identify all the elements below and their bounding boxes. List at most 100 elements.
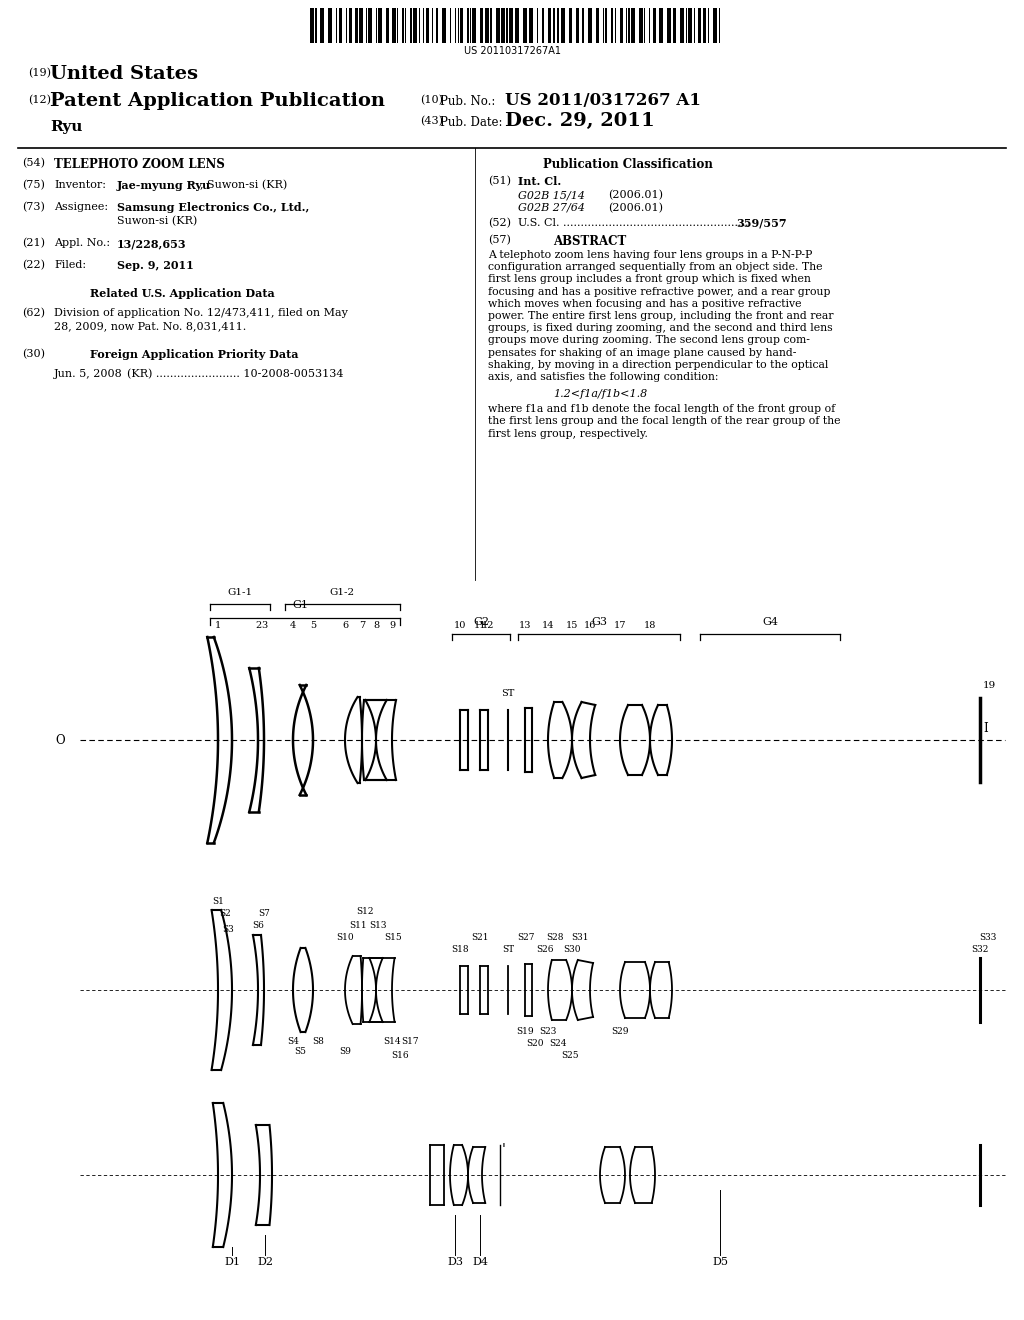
Text: 12: 12 — [481, 620, 495, 630]
Text: Pub. No.:: Pub. No.: — [440, 95, 496, 108]
Text: Jun. 5, 2008: Jun. 5, 2008 — [54, 370, 123, 379]
Text: (62): (62) — [22, 308, 45, 318]
Text: Assignee:: Assignee: — [54, 202, 109, 213]
Text: S9: S9 — [339, 1048, 351, 1056]
Bar — [460, 8, 463, 44]
Text: which moves when focusing and has a positive refractive: which moves when focusing and has a posi… — [488, 298, 802, 309]
Text: 28, 2009, now Pat. No. 8,031,411.: 28, 2009, now Pat. No. 8,031,411. — [54, 321, 246, 331]
Bar — [424, 8, 426, 44]
Bar — [656, 8, 659, 44]
Bar — [673, 8, 676, 44]
Bar — [684, 8, 686, 44]
Bar — [472, 8, 476, 44]
Text: groups, is fixed during zooming, and the second and third lens: groups, is fixed during zooming, and the… — [488, 323, 833, 333]
Bar — [347, 8, 349, 44]
Text: S24: S24 — [549, 1040, 566, 1048]
Bar — [496, 8, 500, 44]
Bar — [310, 8, 314, 44]
Text: axis, and satisfies the following condition:: axis, and satisfies the following condit… — [488, 372, 719, 381]
Text: S13: S13 — [370, 920, 387, 929]
Text: configuration arranged sequentially from an object side. The: configuration arranged sequentially from… — [488, 263, 822, 272]
Text: where f1a and f1b denote the focal length of the front group of: where f1a and f1b denote the focal lengt… — [488, 404, 836, 414]
Bar — [332, 8, 336, 44]
Text: 10: 10 — [454, 620, 466, 630]
Bar — [467, 8, 469, 44]
Bar — [667, 8, 671, 44]
Text: Dec. 29, 2011: Dec. 29, 2011 — [505, 112, 654, 129]
Text: Ryu: Ryu — [50, 120, 82, 135]
Bar — [324, 8, 328, 44]
Text: S27: S27 — [517, 933, 535, 942]
Bar — [701, 8, 703, 44]
Bar — [557, 8, 559, 44]
Text: O: O — [55, 734, 65, 747]
Bar — [688, 8, 692, 44]
Bar — [559, 8, 561, 44]
Text: 2: 2 — [255, 620, 261, 630]
Text: 7: 7 — [358, 620, 366, 630]
Text: G1: G1 — [292, 601, 308, 610]
Text: 1: 1 — [215, 620, 221, 630]
Bar — [555, 8, 557, 44]
Bar — [442, 8, 446, 44]
Text: the first lens group and the focal length of the rear group of the: the first lens group and the focal lengt… — [488, 416, 841, 426]
Text: first lens group includes a front group which is fixed when: first lens group includes a front group … — [488, 275, 811, 284]
Text: Int. Cl.: Int. Cl. — [518, 176, 561, 187]
Bar — [605, 8, 607, 44]
Bar — [659, 8, 663, 44]
Bar — [501, 8, 505, 44]
Text: Sep. 9, 2011: Sep. 9, 2011 — [117, 260, 194, 271]
Text: (22): (22) — [22, 260, 45, 271]
Text: S16: S16 — [391, 1051, 409, 1060]
Text: first lens group, respectively.: first lens group, respectively. — [488, 429, 648, 438]
Text: 6: 6 — [342, 620, 348, 630]
Bar — [645, 8, 649, 44]
Text: S21: S21 — [471, 933, 488, 942]
Bar — [584, 8, 588, 44]
Text: S15: S15 — [384, 933, 401, 942]
Text: 11: 11 — [474, 620, 486, 630]
Text: S17: S17 — [401, 1038, 419, 1047]
Bar — [342, 8, 346, 44]
Text: G1-1: G1-1 — [227, 587, 253, 597]
Text: (30): (30) — [22, 348, 45, 359]
Bar — [553, 8, 555, 44]
Bar — [362, 8, 366, 44]
Bar — [519, 8, 523, 44]
Text: S10: S10 — [336, 933, 354, 942]
Bar — [515, 8, 519, 44]
Bar — [410, 8, 412, 44]
Text: G2: G2 — [473, 616, 489, 627]
Bar — [628, 8, 630, 44]
Bar — [389, 8, 392, 44]
Text: 1.2<f1a/f1b<1.8: 1.2<f1a/f1b<1.8 — [553, 389, 647, 399]
Text: (KR) ........................ 10-2008-0053134: (KR) ........................ 10-2008-00… — [127, 370, 343, 379]
Bar — [483, 8, 485, 44]
Text: Filed:: Filed: — [54, 260, 86, 271]
Bar — [328, 8, 332, 44]
Text: A telephoto zoom lens having four lens groups in a P-N-P-P: A telephoto zoom lens having four lens g… — [488, 249, 812, 260]
Text: (75): (75) — [22, 180, 45, 190]
Text: ST: ST — [502, 945, 514, 954]
Bar — [709, 8, 713, 44]
Bar — [706, 8, 708, 44]
Text: S7: S7 — [258, 909, 270, 919]
Text: Pub. Date:: Pub. Date: — [440, 116, 503, 129]
Text: 3: 3 — [261, 620, 267, 630]
Text: (57): (57) — [488, 235, 511, 246]
Text: (52): (52) — [488, 218, 511, 228]
Text: S8: S8 — [312, 1038, 324, 1047]
Text: Jae-myung Ryu: Jae-myung Ryu — [117, 180, 211, 191]
Text: 5: 5 — [310, 620, 316, 630]
Text: S31: S31 — [571, 933, 589, 942]
Text: 18: 18 — [644, 620, 656, 630]
Bar — [548, 8, 551, 44]
Bar — [349, 8, 352, 44]
Text: 13/228,653: 13/228,653 — [117, 238, 186, 249]
Bar — [663, 8, 667, 44]
Text: US 2011/0317267 A1: US 2011/0317267 A1 — [505, 92, 700, 110]
Text: S33: S33 — [979, 933, 996, 942]
Bar — [575, 8, 579, 44]
Text: S4: S4 — [287, 1038, 299, 1047]
Bar — [480, 8, 483, 44]
